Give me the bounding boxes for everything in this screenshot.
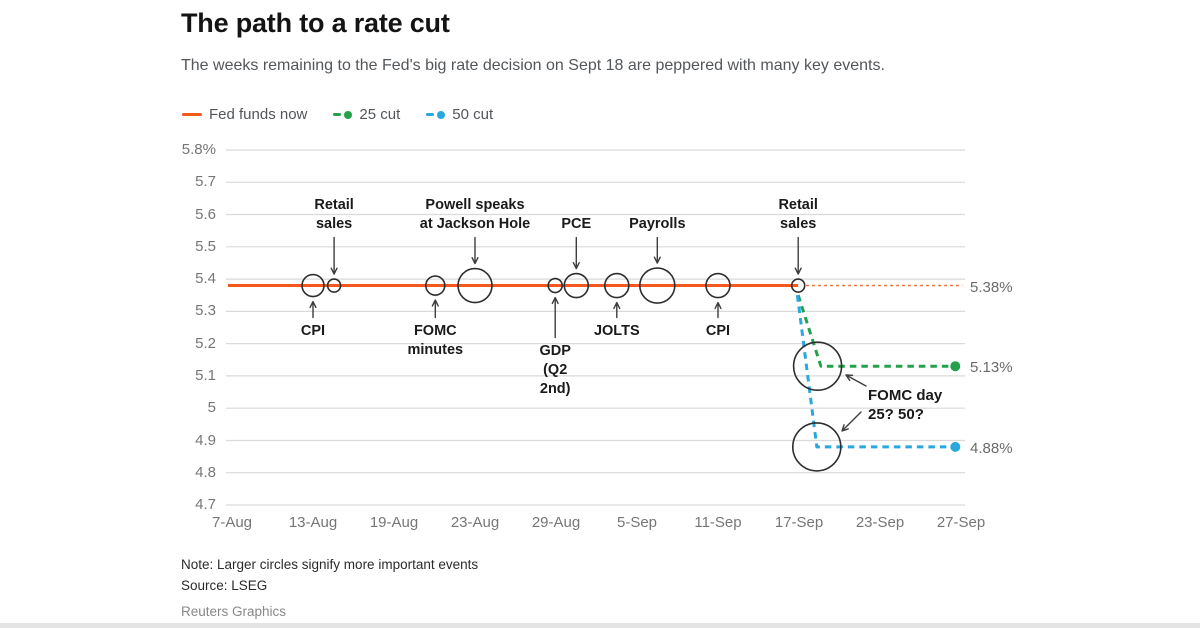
event-circle-cpi-sep [705,272,731,299]
25-cut-end-dot [950,361,961,372]
event-arrow-retail-sales-aug [330,236,338,275]
event-circle-retail-sales-aug [326,278,342,293]
fomc-day-circle-0 [792,341,843,392]
x-axis-tick-label: 5-Sep [616,514,658,531]
event-circle-cpi-aug [301,273,325,298]
legend-dash-dot-icon [333,110,353,119]
event-arrow-gdp-q2-2nd [551,296,559,339]
y-axis-tick-label: 5.8% [181,141,216,158]
event-label-retail-sales-aug: Retail sales [314,196,354,232]
chart-note: Note: Larger circles signify more import… [181,557,479,572]
event-arrow-jolts [613,301,621,319]
y-axis-tick-label: 5.3 [195,302,216,320]
25-cut-line [796,294,953,368]
page-title: The path to a rate cut [181,8,450,38]
y-axis-tick-label: 5.5 [195,237,216,255]
y-axis-tick-label: 4.8 [195,463,216,481]
event-arrow-cpi-sep [714,301,722,319]
legend-dash-dot-icon [426,110,446,119]
fomc-day-circle-1 [791,422,842,472]
event-circle-fomc-minutes [424,275,446,296]
event-arrow-powell-jackson-hole [471,236,479,265]
x-axis-tick-label: 13-Aug [288,514,338,531]
fomc-day-annotation-line1: FOMC day [868,387,943,404]
x-axis-tick-label: 23-Sep [855,514,905,531]
y-axis-tick-label: 5.4 [195,270,216,288]
y-axis-tick-label: 5 [207,399,216,417]
event-circle-jolts [603,272,630,299]
chart-subtitle: The weeks remaining to the Fed's big rat… [181,57,885,74]
y-axis-tick-label: 5.7 [195,173,216,191]
event-circle-powell-jackson-hole [457,267,493,304]
25-cut-value-label: 5.13% [970,359,1013,377]
fomc-annotation-arrow-upper [845,374,867,387]
y-axis-tick-label: 5.2 [195,334,216,352]
legend-item-label: 50 cut [452,106,494,123]
event-arrow-payrolls [653,236,661,264]
legend-item-25-cut: 25 cut [333,106,400,123]
event-label-pce: PCE [561,215,592,232]
x-axis-tick-label: 7-Aug [211,514,253,531]
y-axis-tick-label: 5.6 [195,205,216,223]
event-label-powell-jackson-hole: Powell speaks at Jackson Hole [419,196,531,232]
chart-legend: Fed funds now 25 cut 50 cut [182,106,493,123]
event-arrow-cpi-aug [309,300,317,319]
fomc-annotation-arrow-lower [841,411,862,432]
event-label-fomc-minutes: FOMC minutes [407,322,464,358]
50-cut-end-dot [950,441,961,452]
fomc-day-annotation-line2: 25? 50? [868,406,924,423]
event-circle-pce [563,272,590,299]
reuters-graphics-credit: Reuters Graphics [181,604,287,619]
legend-item-label: 25 cut [359,106,401,123]
x-axis-tick-label: 17-Sep [774,514,824,531]
event-arrow-retail-sales-sep [794,236,802,275]
event-circle-payrolls [638,267,676,304]
x-axis-tick-label: 11-Sep [694,514,742,531]
event-label-cpi-sep: CPI [705,322,731,339]
legend-line-icon [182,113,202,116]
y-axis-tick-label: 4.7 [195,496,216,513]
x-axis-tick-label: 23-Aug [450,514,500,531]
page-bottom-divider [0,623,1200,628]
event-label-jolts: JOLTS [593,322,640,339]
50-cut-value-label: 4.88% [970,439,1013,457]
event-circle-gdp-q2-2nd [547,277,564,294]
event-label-gdp-q2-2nd: GDP (Q2 2nd) [539,342,571,397]
x-axis-tick-label: 19-Aug [369,514,419,531]
fed-funds-now-value-label: 5.38% [970,278,1013,296]
legend-item-50-cut: 50 cut [426,106,493,123]
legend-item-fed-funds-now: Fed funds now [182,106,307,123]
event-arrow-fomc-minutes [431,299,439,319]
event-label-payrolls: Payrolls [629,215,686,232]
y-axis-tick-label: 4.9 [195,431,216,449]
event-circle-retail-sales-sep [790,278,806,293]
legend-item-label: Fed funds now [209,106,308,123]
x-axis-tick-label: 29-Aug [531,514,581,531]
event-arrow-pce [572,236,580,270]
50-cut-line [795,295,953,449]
chart-source: Source: LSEG [181,578,268,593]
y-axis-tick-label: 5.1 [195,366,216,384]
event-label-cpi-aug: CPI [300,322,326,339]
event-label-retail-sales-sep: Retail sales [778,196,818,232]
x-axis-tick-label: 27-Sep [936,514,986,531]
